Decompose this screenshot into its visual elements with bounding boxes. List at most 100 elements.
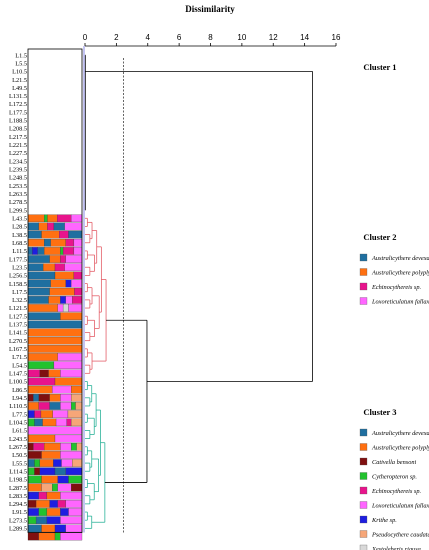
bar-segment xyxy=(65,255,83,263)
sample-label: L10.5 xyxy=(12,69,27,76)
bar-segment xyxy=(54,467,66,476)
legend-swatch xyxy=(359,443,368,451)
legend-label: Pseudocythere caudata xyxy=(371,532,429,539)
bar-segment xyxy=(60,312,83,321)
bar-segment xyxy=(38,222,48,231)
legend-label: Australicythere devexa xyxy=(371,255,429,262)
bar-segment xyxy=(71,214,83,223)
bar-segment xyxy=(27,287,50,296)
sample-label: L256.5 xyxy=(9,273,27,280)
sample-label: L188.5 xyxy=(9,118,27,125)
sample-label: L49.5 xyxy=(12,85,27,92)
sample-label: L54.5 xyxy=(12,362,27,369)
sample-label: L1.5 xyxy=(15,52,27,59)
x-tick-label: 10 xyxy=(237,33,246,42)
bar-segment xyxy=(39,459,54,467)
bar-segment xyxy=(57,475,69,484)
bar-segment xyxy=(46,516,61,525)
bar-segment xyxy=(60,402,72,410)
sample-label: L5.5 xyxy=(15,60,27,67)
bar-segment xyxy=(54,434,83,443)
bar-segment xyxy=(57,353,83,361)
sample-label: L50.5 xyxy=(12,452,27,459)
sample-label: L234.5 xyxy=(9,158,27,165)
legend-label: Loxoreticulatum fallax xyxy=(371,503,429,510)
bar-segment xyxy=(41,475,58,484)
bar-segment xyxy=(41,524,56,533)
sample-label: L287.5 xyxy=(9,485,27,492)
bar-segment xyxy=(60,393,72,402)
bar-segment xyxy=(44,247,61,255)
bar-segment xyxy=(44,214,48,223)
bar-segment xyxy=(65,238,75,247)
composition-bars xyxy=(27,214,83,541)
bar-segment xyxy=(34,459,41,467)
bar-segment xyxy=(60,369,83,378)
bar-segment xyxy=(66,418,72,427)
x-tick-label: 14 xyxy=(300,33,309,42)
bar-segment xyxy=(71,483,83,492)
sample-label: L21.5 xyxy=(12,77,27,84)
bar-segment xyxy=(27,345,83,353)
bar-segment xyxy=(27,271,56,280)
bar-segment xyxy=(39,467,56,476)
sample-label: L121.5 xyxy=(9,305,27,312)
bar-segment xyxy=(27,442,34,451)
bar-segment xyxy=(38,532,56,541)
legend-swatch xyxy=(359,530,368,538)
legend-label: Xestoleberis rigusa xyxy=(371,546,421,550)
sample-label: L289.5 xyxy=(9,526,27,533)
bar-segment xyxy=(27,426,83,435)
bar-segment xyxy=(68,230,83,239)
x-tick-label: 0 xyxy=(83,33,88,42)
sample-label: L294.5 xyxy=(9,501,27,508)
bar-segment xyxy=(33,393,39,402)
x-tick-label: 4 xyxy=(146,33,151,42)
sample-labels: L1.5L5.5L10.5L21.5L49.5L131.5L172.5L177.… xyxy=(9,46,85,533)
sample-label: L86.5 xyxy=(12,387,27,394)
sample-label: L221.5 xyxy=(9,142,27,149)
legend-label: Loxoreticulatum fallax xyxy=(371,299,429,306)
sample-label: L38.5 xyxy=(12,232,27,239)
sample-label: L299.5 xyxy=(9,207,27,214)
x-tick-label: 6 xyxy=(177,33,182,42)
legend-swatch xyxy=(359,253,368,262)
bar-segment xyxy=(54,377,83,386)
sample-label: L43.5 xyxy=(12,215,27,222)
bar-segment xyxy=(57,500,66,508)
bar-segment xyxy=(44,442,61,451)
bar-segment xyxy=(53,222,65,231)
bar-segment xyxy=(27,247,33,255)
bar-segment xyxy=(38,508,48,516)
bar-segment xyxy=(27,336,83,345)
bar-segment xyxy=(49,500,58,508)
legend-label: Echinocythereis sp. xyxy=(371,284,421,291)
bar-segment xyxy=(27,304,58,312)
bar-segment xyxy=(32,247,38,255)
bar-segment xyxy=(65,296,73,304)
sample-label: L239.5 xyxy=(9,167,27,174)
legend-label: Cativella bensoni xyxy=(372,459,416,466)
bar-segment xyxy=(60,491,83,500)
cluster-title: Cluster 3 xyxy=(363,407,396,417)
bar-segment xyxy=(68,475,83,484)
bar-segment xyxy=(27,418,35,427)
bar-segment xyxy=(37,247,45,255)
sample-label: L167.5 xyxy=(9,346,27,353)
bar-segment xyxy=(76,442,83,451)
bar-segment xyxy=(62,247,75,255)
sample-label: L131.5 xyxy=(9,93,27,100)
bar-segment xyxy=(27,238,45,247)
sample-label: L137.5 xyxy=(9,322,27,329)
bar-segment xyxy=(27,532,39,541)
bar-segment xyxy=(41,483,53,492)
bar-segment xyxy=(71,418,83,427)
bar-segment xyxy=(46,491,61,500)
bar-segment xyxy=(50,279,66,288)
sample-label: L104.5 xyxy=(9,419,27,426)
bar-segment xyxy=(46,508,61,516)
sample-label: L68.5 xyxy=(12,240,27,247)
legend-swatch xyxy=(359,282,368,291)
bar-segment xyxy=(57,214,72,223)
bar-segment xyxy=(27,410,35,418)
